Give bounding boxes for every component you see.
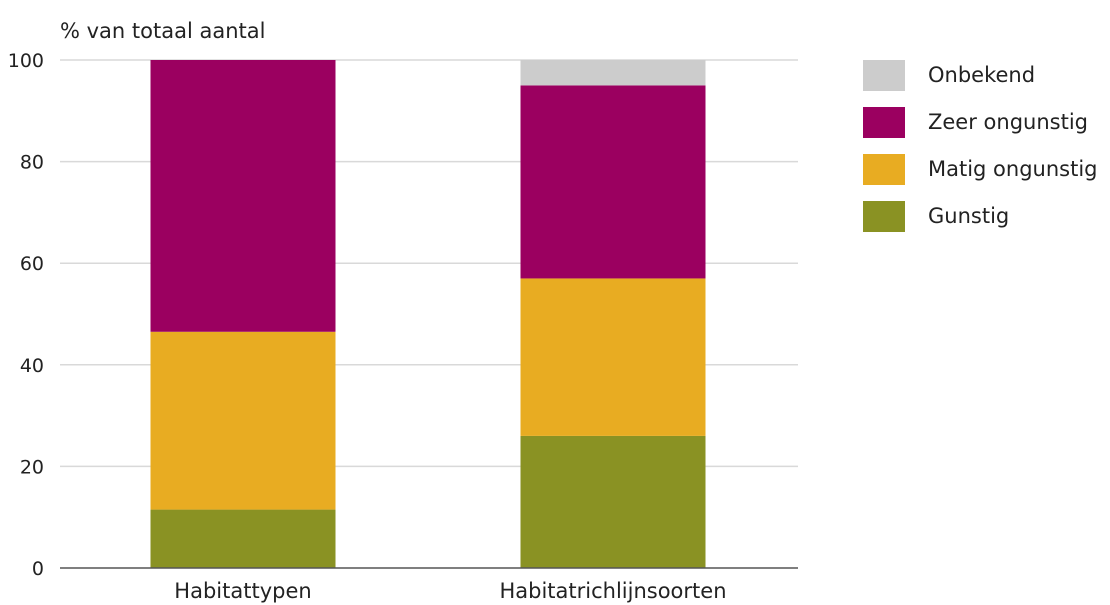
legend-label: Gunstig	[928, 204, 1009, 228]
bars	[150, 60, 706, 568]
legend-swatch	[863, 201, 905, 232]
legend-swatch	[863, 107, 905, 138]
legend-swatch	[863, 60, 905, 91]
legend: Onbekend Zeer ongunstig Matig ongunstig Gun…	[863, 60, 1098, 232]
y-tick-label: 0	[32, 558, 44, 580]
bar-segment-zeer-ongunstig	[150, 60, 336, 332]
y-tick-label: 80	[20, 152, 44, 174]
bar-segment-matig-ongunstig	[520, 278, 706, 436]
legend-swatch	[863, 154, 905, 185]
axes: 0 20 40 60 80 100 Habitattypen Habitatrichlijns…	[8, 50, 798, 603]
x-category-label: Habitatrichlijnsoorten	[499, 579, 726, 603]
y-tick-label: 20	[20, 456, 44, 478]
legend-label: Onbekend	[928, 63, 1035, 87]
bar-segment-onbekend	[520, 60, 706, 86]
y-tick-label: 100	[8, 50, 44, 72]
y-axis-title: % van totaal aantal	[60, 19, 265, 43]
bar-segment-gunstig	[150, 509, 336, 568]
y-tick-label: 60	[20, 253, 44, 275]
bar-segment-gunstig	[520, 435, 706, 568]
bar-segment-matig-ongunstig	[150, 331, 336, 510]
bar-segment-zeer-ongunstig	[520, 85, 706, 279]
y-tick-label: 40	[20, 355, 44, 377]
legend-label: Matig ongunstig	[928, 157, 1098, 181]
legend-label: Zeer ongunstig	[928, 110, 1088, 134]
x-category-label: Habitattypen	[174, 579, 311, 603]
